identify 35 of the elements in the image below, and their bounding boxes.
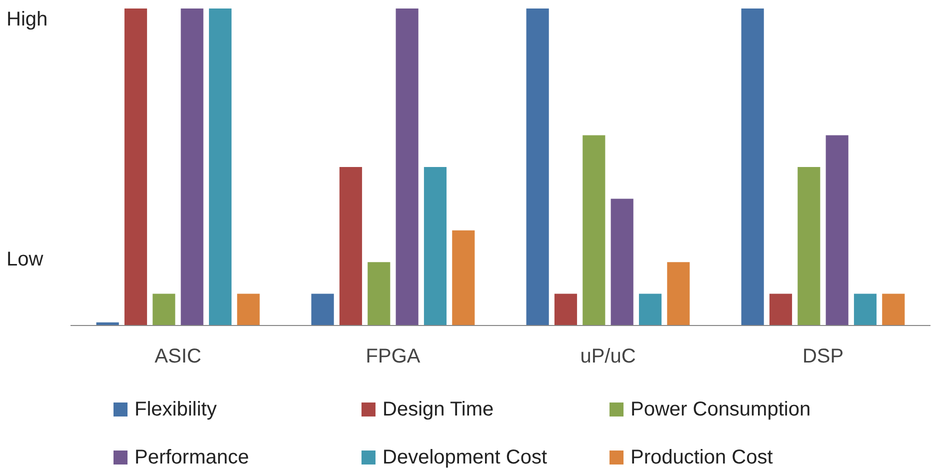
bar — [180, 8, 204, 326]
legend-label: Design Time — [382, 398, 494, 420]
bar — [124, 8, 148, 326]
x-tick-label: ASIC — [154, 346, 202, 368]
x-tick-label: FPGA — [366, 346, 421, 368]
legend-label: Development Cost — [382, 446, 548, 468]
x-tick-label: uP/uC — [580, 346, 636, 368]
bar — [854, 294, 877, 326]
legend-label: Flexibility — [134, 398, 217, 420]
legend-label: Performance — [134, 446, 249, 468]
bar — [311, 294, 334, 326]
bar — [424, 167, 447, 326]
x-tick-label: DSP — [802, 346, 844, 368]
text: High — [6, 8, 48, 31]
bar — [826, 135, 848, 326]
bar — [208, 8, 232, 326]
bar — [769, 294, 792, 326]
bar — [667, 262, 690, 326]
bar — [237, 294, 260, 326]
bar — [741, 8, 764, 326]
bar — [396, 8, 418, 326]
text: Low — [6, 248, 44, 271]
bar — [610, 198, 634, 326]
bar — [638, 294, 662, 326]
bar — [368, 262, 390, 326]
bar — [526, 8, 549, 326]
bar — [554, 294, 578, 326]
bar — [882, 294, 905, 326]
bar — [582, 135, 606, 326]
legend-label: Production Cost — [630, 446, 774, 468]
bar — [152, 294, 176, 326]
bar — [798, 167, 820, 326]
bar — [339, 167, 362, 326]
bar — [452, 230, 475, 326]
legend-label: Power Consumption — [630, 398, 811, 420]
